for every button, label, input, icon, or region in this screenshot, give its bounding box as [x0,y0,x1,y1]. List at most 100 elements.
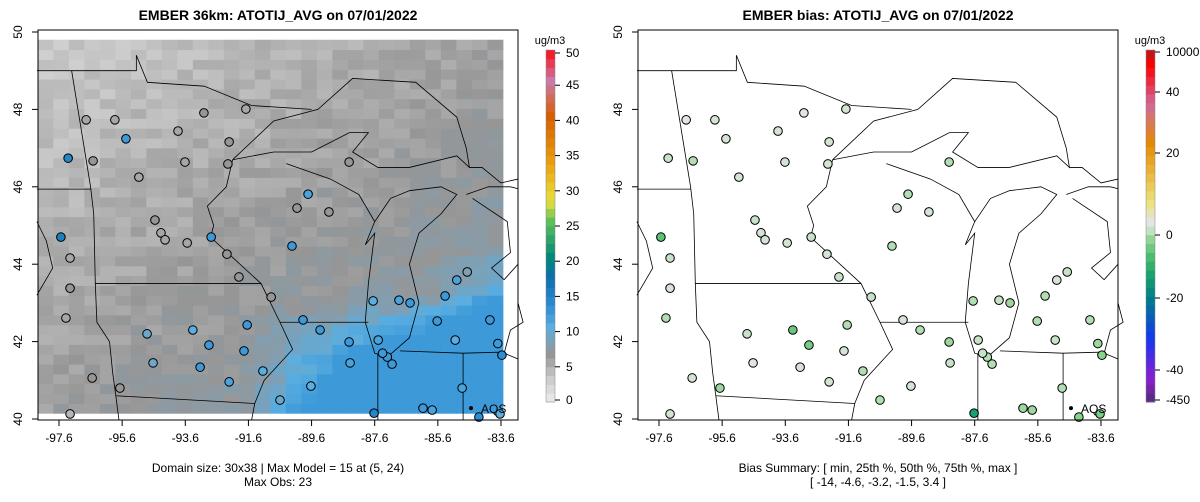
raster-cell [99,403,116,414]
colorbar-swatch [1146,349,1155,359]
colorbar-swatch [546,252,555,262]
colorbar-swatch [546,226,555,236]
caption-line-1: Domain size: 30x38 | Max Model = 15 at (… [152,461,404,475]
raster-cell [177,147,194,159]
raster-cell [84,285,101,296]
raster-cell [487,236,504,247]
raster-cell [84,79,101,90]
raster-cell [270,157,287,169]
colorbar-swatch [1146,129,1155,139]
raster-cell [378,118,395,129]
raster-cell [301,403,318,414]
raster-cell [270,187,287,198]
station-point [665,409,675,419]
raster-cell [208,108,225,119]
raster-cell [37,393,54,404]
raster-cell [363,344,380,355]
station-point [1093,338,1103,349]
raster-cell [254,246,271,257]
raster-cell [487,59,504,70]
raster-cell [409,49,426,60]
raster-cell [409,393,426,404]
station-point [180,157,190,167]
raster-cell [146,59,163,70]
raster-cell [99,128,116,139]
raster-cell [254,196,271,208]
boundary-line [36,55,312,110]
raster-cell [84,167,101,178]
raster-cell [394,157,411,169]
raster-cell [270,98,287,110]
raster-cell [332,108,349,119]
raster-cell [146,157,163,169]
raster-cell [409,216,426,227]
raster-cell [99,344,116,355]
colorbar-swatch [1146,287,1155,297]
station-point [182,238,192,248]
raster-cell [254,88,271,100]
station-point [834,272,844,282]
raster-cell [347,79,364,90]
raster-cell [37,236,54,247]
raster-cell [192,226,209,237]
raster-cell [471,334,488,345]
raster-cell [471,295,488,306]
raster-cell [363,88,380,100]
raster-cell [301,354,318,365]
raster-cell [440,79,457,90]
raster-cell [53,196,70,208]
raster-cell [37,49,54,60]
raster-cell [316,157,333,169]
raster-cell [471,373,488,385]
raster-cell [301,324,318,336]
raster-cell [347,265,364,277]
raster-cell [285,69,302,80]
raster-cell [84,314,101,326]
raster-cell [130,39,147,51]
raster-cell [115,285,132,296]
raster-cell [239,147,256,159]
colorbar-swatch [546,173,555,183]
raster-cell [223,246,240,257]
station-point [750,215,760,225]
raster-cell [223,216,240,227]
raster-cell [208,265,225,277]
station-point [1032,316,1043,326]
raster-cell [456,128,473,139]
raster-cell [409,236,426,247]
raster-cell [425,147,442,159]
raster-cell [316,196,333,208]
raster-cell [378,177,395,188]
raster-cell [347,236,364,247]
raster-cell [363,147,380,159]
raster-cell [332,196,349,208]
raster-cell [208,373,225,385]
raster-cell [270,305,287,316]
raster-cell [487,69,504,80]
raster-cell [394,354,411,365]
raster-cell [471,314,488,326]
raster-cell [471,49,488,60]
raster-cell [425,364,442,375]
raster-cell [130,226,147,237]
colorbar-tick-label: -20 [1166,291,1184,305]
raster-cell [254,49,271,60]
raster-cell [378,108,395,119]
raster-cell [99,265,116,277]
raster-cell [161,216,178,227]
raster-cell [68,236,85,247]
raster-cell [409,383,426,395]
colorbar-tick-label: 10000 [1166,45,1200,59]
raster-cell [301,79,318,90]
raster-cell [192,246,209,257]
raster-cell [363,226,380,237]
raster-cell [177,88,194,100]
raster-cell [409,206,426,218]
raster-cell [223,236,240,247]
boundary-line [1066,186,1119,195]
raster-cell [53,108,70,119]
raster-cell [316,69,333,80]
raster-cell [37,403,54,414]
station-point [1074,412,1084,422]
raster-cell [316,265,333,277]
